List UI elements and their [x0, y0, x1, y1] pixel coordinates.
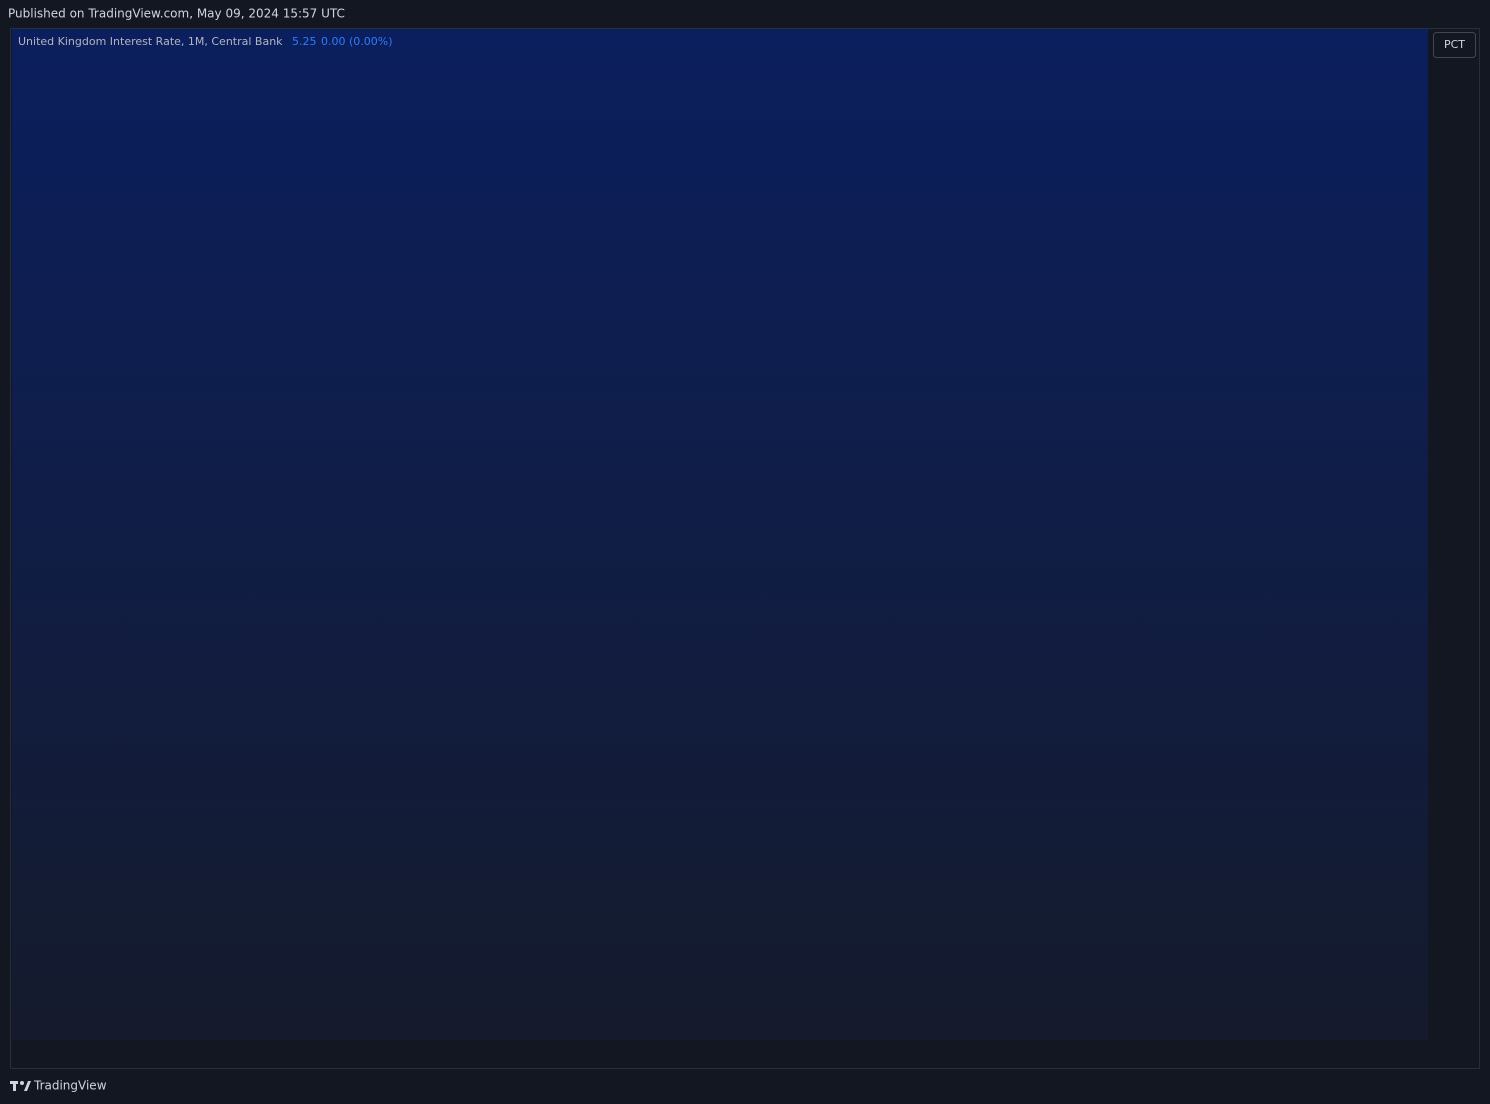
- published-note: Published on TradingView.com, May 09, 20…: [8, 7, 345, 21]
- unit-button-label[interactable]: PCT: [1444, 38, 1465, 51]
- unit-button[interactable]: [1433, 32, 1476, 58]
- legend-last-value: 5.25: [292, 35, 317, 48]
- legend-change: 0.00 (0.00%): [321, 35, 393, 48]
- legend-title: United Kingdom Interest Rate, 1M, Centra…: [18, 35, 283, 48]
- plot-area: [12, 29, 1428, 1040]
- frame: [10, 28, 1480, 1069]
- brand-name: TradingView: [33, 1079, 107, 1093]
- brand-logo: [10, 1081, 31, 1091]
